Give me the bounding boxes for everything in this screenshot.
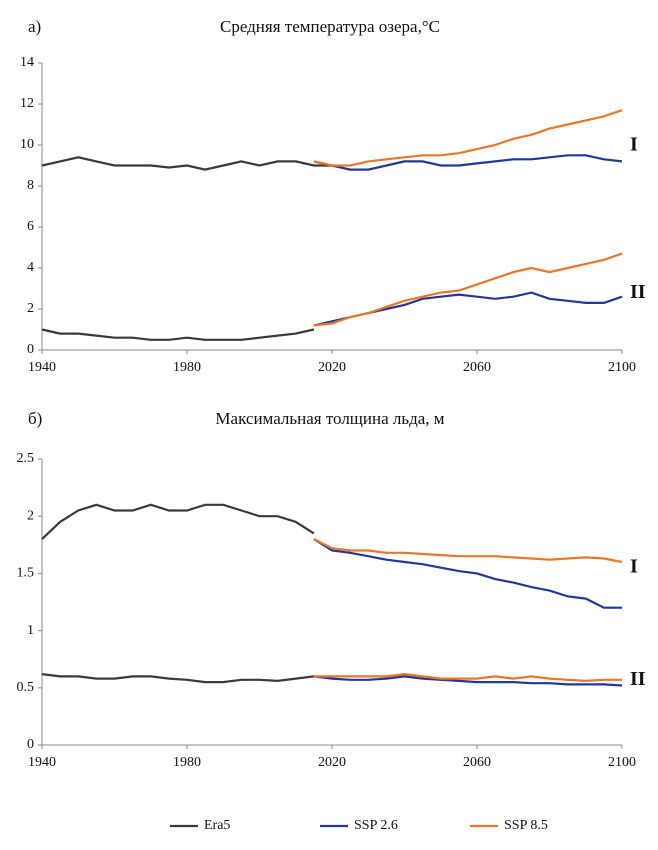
x-tick-label: 2100 bbox=[608, 360, 636, 375]
x-tick-label: 2020 bbox=[318, 360, 346, 375]
chart-title: Средняя температура озера,°C bbox=[220, 17, 440, 36]
y-tick-label: 10 bbox=[20, 137, 34, 152]
series-line bbox=[41, 673, 315, 684]
series-line bbox=[41, 156, 332, 171]
legend-label: Era5 bbox=[204, 818, 230, 833]
panel-label: а) bbox=[28, 17, 41, 36]
x-tick-label: 2100 bbox=[608, 755, 636, 770]
y-tick-label: 1 bbox=[27, 623, 34, 638]
y-tick-label: 1.5 bbox=[17, 566, 35, 581]
series-line bbox=[313, 538, 623, 564]
x-tick-label: 1940 bbox=[28, 360, 56, 375]
x-tick-label: 1940 bbox=[28, 755, 56, 770]
series-line bbox=[41, 503, 315, 540]
y-tick-label: 2.5 bbox=[17, 451, 35, 466]
y-tick-label: 8 bbox=[27, 178, 34, 193]
y-tick-label: 6 bbox=[27, 219, 34, 234]
series-line bbox=[41, 328, 315, 341]
x-tick-label: 2060 bbox=[463, 755, 491, 770]
x-tick-label: 2060 bbox=[463, 360, 491, 375]
x-tick-label: 2020 bbox=[318, 755, 346, 770]
series-line bbox=[313, 538, 622, 609]
group-label: II bbox=[630, 668, 646, 690]
legend-label: SSP 8.5 bbox=[504, 818, 548, 833]
panel-label: б) bbox=[28, 409, 42, 428]
y-tick-label: 2 bbox=[27, 508, 34, 523]
series-line bbox=[313, 252, 623, 327]
series-line bbox=[313, 675, 623, 687]
y-tick-label: 12 bbox=[20, 96, 34, 111]
y-tick-label: 0 bbox=[27, 342, 34, 357]
group-label: I bbox=[630, 555, 638, 577]
y-tick-label: 14 bbox=[20, 55, 34, 70]
series-line bbox=[313, 672, 622, 683]
x-tick-label: 1980 bbox=[173, 755, 201, 770]
series-line bbox=[313, 291, 623, 327]
series-line bbox=[313, 154, 623, 171]
y-tick-label: 0 bbox=[27, 737, 34, 752]
y-tick-label: 4 bbox=[27, 260, 34, 275]
group-label: I bbox=[630, 133, 638, 155]
y-tick-label: 2 bbox=[27, 301, 34, 316]
y-tick-label: 0.5 bbox=[17, 680, 35, 695]
chart-title: Максимальная толщина льда, м bbox=[215, 409, 444, 428]
group-label: II bbox=[630, 281, 646, 303]
legend-label: SSP 2.6 bbox=[354, 818, 398, 833]
series-line bbox=[313, 109, 623, 167]
x-tick-label: 1980 bbox=[173, 360, 201, 375]
